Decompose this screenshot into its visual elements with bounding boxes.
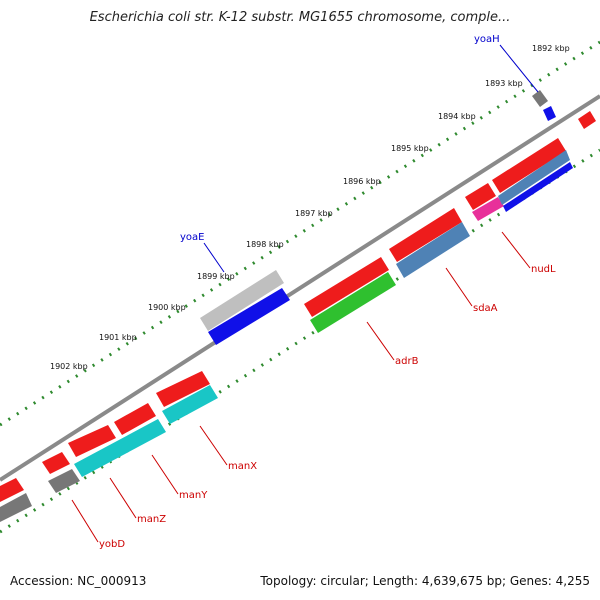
kbp-label: 1902 kbp bbox=[50, 362, 88, 371]
gene-box-red[interactable] bbox=[465, 183, 496, 210]
gene-box-red[interactable] bbox=[0, 478, 24, 502]
map-title: Escherichia coli str. K-12 substr. MG165… bbox=[89, 10, 511, 25]
gene-box-cyan[interactable] bbox=[74, 419, 166, 477]
gene-box-red[interactable] bbox=[389, 208, 462, 262]
gene-box-light-gray[interactable] bbox=[200, 270, 284, 331]
label-leaders bbox=[71, 44, 539, 543]
gene-box-red[interactable] bbox=[578, 111, 596, 129]
kbp-label: 1898 kbp bbox=[246, 240, 284, 249]
kbp-label: 1894 kbp bbox=[438, 112, 476, 121]
gene-box-red[interactable] bbox=[156, 371, 210, 407]
gene-box-red[interactable] bbox=[304, 257, 389, 317]
kbp-label: 1896 kbp bbox=[343, 177, 381, 186]
gene-box-red[interactable] bbox=[492, 138, 566, 193]
kbp-label: 1895 kbp bbox=[391, 144, 429, 153]
gene-box-blue[interactable] bbox=[543, 106, 556, 121]
gene-box-red[interactable] bbox=[42, 452, 70, 474]
gene-box-steel-blue[interactable] bbox=[396, 222, 470, 278]
gene-label-manY[interactable]: manY bbox=[179, 490, 208, 501]
gene-label-yobD[interactable]: yobD bbox=[99, 539, 125, 550]
outer-tick-ring bbox=[0, 40, 600, 427]
gene-box-red[interactable] bbox=[68, 425, 116, 457]
accession-text: Accession: NC_000913 bbox=[10, 574, 147, 588]
kbp-label: 1900 kbp bbox=[148, 303, 186, 312]
gene-box-red[interactable] bbox=[114, 403, 156, 435]
gene-box-blue[interactable] bbox=[503, 162, 573, 212]
upper-strand-genes bbox=[0, 90, 596, 502]
gene-box-cyan[interactable] bbox=[162, 385, 218, 424]
gene-box-gray[interactable] bbox=[0, 493, 32, 522]
gene-label-yoaE[interactable]: yoaE bbox=[180, 232, 204, 243]
gene-label-adrB[interactable]: adrB bbox=[395, 356, 419, 367]
kbp-label: 1892 kbp bbox=[532, 44, 570, 53]
gene-label-sdaA[interactable]: sdaA bbox=[473, 303, 498, 314]
gene-box-pink[interactable] bbox=[472, 197, 504, 221]
topology-info: Topology: circular; Length: 4,639,675 bp… bbox=[260, 574, 590, 588]
kbp-label: 1897 kbp bbox=[295, 209, 333, 218]
kbp-label: 1899 kbp bbox=[197, 272, 235, 281]
lower-strand-genes bbox=[0, 106, 573, 522]
gene-label-nudL[interactable]: nudL bbox=[531, 264, 556, 275]
gene-box-gray[interactable] bbox=[532, 90, 548, 107]
gene-label-manZ[interactable]: manZ bbox=[137, 514, 166, 525]
gene-label-yoaH[interactable]: yoaH bbox=[474, 34, 500, 45]
gene-label-manX[interactable]: manX bbox=[228, 461, 257, 472]
kbp-label: 1901 kbp bbox=[99, 333, 137, 342]
chromosome-backbone bbox=[0, 94, 600, 482]
gene-box-blue[interactable] bbox=[208, 288, 290, 345]
gene-box-steel-blue[interactable] bbox=[498, 150, 570, 205]
gene-box-green[interactable] bbox=[310, 272, 396, 333]
gene-box-gray[interactable] bbox=[48, 469, 80, 493]
kbp-label: 1893 kbp bbox=[485, 79, 523, 88]
